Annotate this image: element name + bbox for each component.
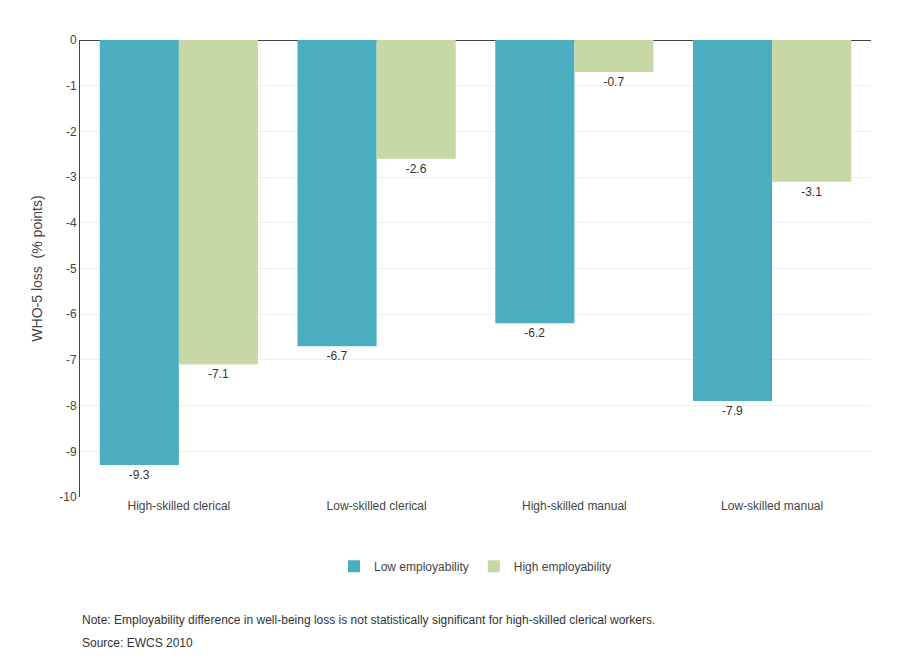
svg-text:Note: Employability difference: Note: Employability difference in well-b…	[82, 613, 655, 627]
svg-text:-7.9: -7.9	[722, 404, 743, 418]
svg-text:-1: -1	[66, 79, 77, 93]
svg-text:-2.6: -2.6	[406, 162, 427, 176]
svg-text:-3.1: -3.1	[801, 185, 822, 199]
svg-text:High-skilled manual: High-skilled manual	[522, 499, 627, 513]
svg-text:-6.7: -6.7	[327, 349, 348, 363]
svg-text:-0.7: -0.7	[603, 75, 624, 89]
svg-text:-10: -10	[59, 490, 77, 504]
svg-text:-6: -6	[66, 307, 77, 321]
svg-text:High employability: High employability	[514, 560, 611, 574]
svg-text:Source: EWCS 2010: Source: EWCS 2010	[82, 636, 193, 650]
svg-text:-9.3: -9.3	[129, 468, 150, 482]
svg-text:-6.2: -6.2	[524, 326, 545, 340]
svg-text:-3: -3	[66, 170, 77, 184]
svg-text:0: 0	[70, 33, 77, 47]
svg-text:-9: -9	[66, 445, 77, 459]
svg-text:-7: -7	[66, 353, 77, 367]
svg-text:-2: -2	[66, 125, 77, 139]
svg-text:-5: -5	[66, 262, 77, 276]
svg-text:Low-skilled clerical: Low-skilled clerical	[327, 499, 427, 513]
svg-text:-4: -4	[66, 216, 77, 230]
svg-text:Low-skilled manual: Low-skilled manual	[721, 499, 823, 513]
svg-text:-7.1: -7.1	[208, 367, 229, 381]
svg-text:High-skilled clerical: High-skilled clerical	[128, 499, 231, 513]
svg-text:WHO-5 loss (% points): WHO-5 loss (% points)	[29, 195, 45, 341]
svg-text:-8: -8	[66, 399, 77, 413]
svg-text:Low employability: Low employability	[374, 560, 469, 574]
